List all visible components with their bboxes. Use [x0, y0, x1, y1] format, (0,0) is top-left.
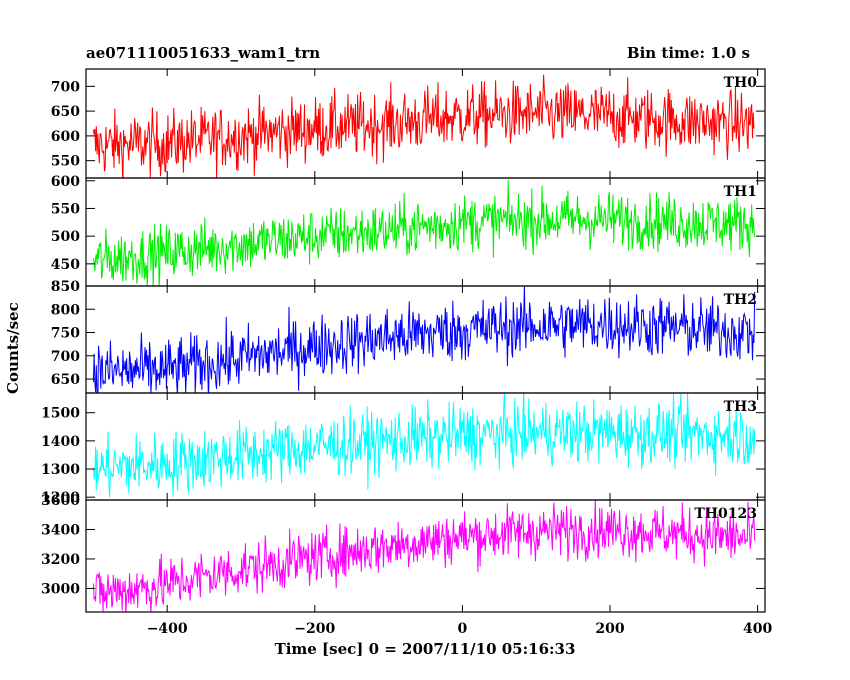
panel-frame-th0123 — [85, 499, 766, 613]
y-tick-label: 1500 — [41, 406, 80, 422]
y-tick-label: 600 — [51, 174, 80, 190]
y-tick-label: 500 — [51, 229, 80, 245]
x-tick-label: 0 — [458, 621, 468, 637]
axes-layer: 550 600 650 700 TH0 450 500 550 600 TH1 650 700 750 8… — [41, 68, 772, 637]
y-tick-label: 600 — [51, 129, 80, 145]
x-axis-label: Time [sec] 0 = 2007/11/10 05:16:33 — [274, 640, 576, 658]
panel-label-th1: TH1 — [724, 184, 757, 200]
panel-label-th3: TH3 — [724, 399, 757, 415]
y-tick-label: 3400 — [41, 522, 80, 538]
bin-time-label: Bin time: 1.0 s — [626, 44, 750, 62]
y-tick-label: 650 — [51, 104, 80, 120]
y-tick-label: 850 — [51, 279, 80, 295]
series-layer — [92, 74, 756, 612]
x-tick-label: 200 — [595, 621, 624, 637]
y-tick-label: 700 — [51, 349, 80, 365]
series-line-th1 — [92, 179, 756, 286]
panel-label-th2: TH2 — [724, 292, 757, 308]
y-tick-label: 650 — [51, 372, 80, 388]
x-tick-label: −200 — [294, 621, 335, 637]
y-tick-label: 1400 — [41, 434, 80, 450]
y-tick-label: 550 — [51, 201, 80, 217]
y-tick-label: 3000 — [41, 581, 80, 597]
series-line-th3 — [92, 393, 756, 498]
panel-frame-th1 — [85, 177, 766, 287]
y-tick-label: 3600 — [41, 493, 80, 509]
y-tick-label: 450 — [51, 257, 80, 273]
y-tick-label: 800 — [51, 302, 80, 318]
series-line-th2 — [92, 286, 756, 393]
y-tick-label: 750 — [51, 326, 80, 342]
y-tick-label: 3200 — [41, 552, 80, 568]
panel-label-th0123: TH0123 — [694, 506, 757, 522]
y-tick-label: 1300 — [41, 462, 80, 478]
y-tick-label: 700 — [51, 79, 80, 95]
panel-label-th0: TH0 — [724, 75, 758, 91]
x-tick-label: −400 — [147, 621, 188, 637]
chart-title: ae071110051633_wam1_trn — [86, 44, 321, 62]
series-line-th0 — [92, 74, 755, 178]
y-tick-label: 550 — [51, 154, 80, 170]
x-tick-label: 400 — [743, 621, 772, 637]
series-line-th0123 — [92, 500, 756, 612]
y-tick-label: 1200 — [41, 490, 80, 506]
